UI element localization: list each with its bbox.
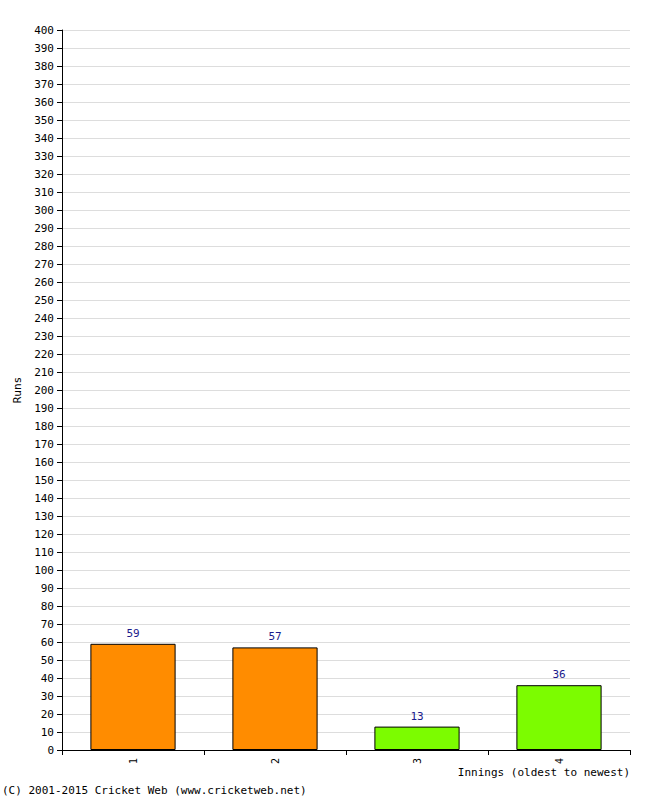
svg-text:340: 340 [34, 132, 54, 145]
svg-text:4: 4 [554, 758, 565, 764]
svg-text:30: 30 [41, 690, 54, 703]
svg-text:0: 0 [47, 744, 54, 757]
svg-text:290: 290 [34, 222, 54, 235]
svg-text:380: 380 [34, 60, 54, 73]
svg-text:310: 310 [34, 186, 54, 199]
svg-text:80: 80 [41, 600, 54, 613]
svg-text:10: 10 [41, 726, 54, 739]
svg-text:13: 13 [410, 710, 423, 723]
svg-text:160: 160 [34, 456, 54, 469]
svg-text:60: 60 [41, 636, 54, 649]
svg-text:57: 57 [268, 630, 281, 643]
svg-text:390: 390 [34, 42, 54, 55]
svg-text:140: 140 [34, 492, 54, 505]
svg-text:320: 320 [34, 168, 54, 181]
svg-text:Innings (oldest to newest): Innings (oldest to newest) [458, 766, 630, 779]
svg-text:200: 200 [34, 384, 54, 397]
svg-text:50: 50 [41, 654, 54, 667]
svg-text:130: 130 [34, 510, 54, 523]
svg-text:240: 240 [34, 312, 54, 325]
svg-text:40: 40 [41, 672, 54, 685]
svg-text:210: 210 [34, 366, 54, 379]
svg-text:280: 280 [34, 240, 54, 253]
svg-text:150: 150 [34, 474, 54, 487]
svg-text:3: 3 [412, 758, 423, 764]
svg-text:190: 190 [34, 402, 54, 415]
svg-text:400: 400 [34, 24, 54, 37]
svg-text:300: 300 [34, 204, 54, 217]
svg-text:59: 59 [126, 627, 139, 640]
svg-text:36: 36 [552, 668, 565, 681]
svg-text:170: 170 [34, 438, 54, 451]
svg-text:270: 270 [34, 258, 54, 271]
svg-text:120: 120 [34, 528, 54, 541]
svg-text:70: 70 [41, 618, 54, 631]
svg-text:1: 1 [128, 758, 139, 764]
svg-text:250: 250 [34, 294, 54, 307]
svg-text:330: 330 [34, 150, 54, 163]
svg-text:230: 230 [34, 330, 54, 343]
svg-text:20: 20 [41, 708, 54, 721]
svg-text:360: 360 [34, 96, 54, 109]
svg-text:110: 110 [34, 546, 54, 559]
svg-text:100: 100 [34, 564, 54, 577]
svg-text:220: 220 [34, 348, 54, 361]
svg-text:(C) 2001-2015 Cricket Web (www: (C) 2001-2015 Cricket Web (www.cricketwe… [2, 784, 307, 797]
svg-text:90: 90 [41, 582, 54, 595]
svg-text:2: 2 [270, 758, 281, 764]
svg-text:350: 350 [34, 114, 54, 127]
svg-text:260: 260 [34, 276, 54, 289]
svg-text:370: 370 [34, 78, 54, 91]
svg-text:180: 180 [34, 420, 54, 433]
svg-text:Runs: Runs [11, 377, 24, 404]
